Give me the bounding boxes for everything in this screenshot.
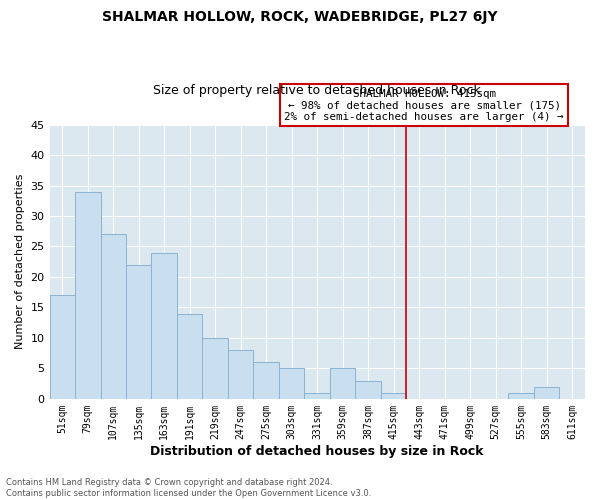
Text: SHALMAR HOLLOW: 415sqm
← 98% of detached houses are smaller (175)
2% of semi-det: SHALMAR HOLLOW: 415sqm ← 98% of detached…: [284, 88, 564, 122]
Bar: [75, 192, 101, 399]
Text: Contains HM Land Registry data © Crown copyright and database right 2024.
Contai: Contains HM Land Registry data © Crown c…: [6, 478, 371, 498]
Bar: [355, 380, 381, 399]
Text: SHALMAR HOLLOW, ROCK, WADEBRIDGE, PL27 6JY: SHALMAR HOLLOW, ROCK, WADEBRIDGE, PL27 6…: [102, 10, 498, 24]
Bar: [330, 368, 355, 399]
Bar: [126, 264, 151, 399]
Title: Size of property relative to detached houses in Rock: Size of property relative to detached ho…: [153, 84, 481, 97]
Bar: [50, 295, 75, 399]
Bar: [304, 392, 330, 399]
Bar: [508, 392, 534, 399]
Bar: [534, 386, 559, 399]
Bar: [151, 252, 177, 399]
Bar: [279, 368, 304, 399]
Bar: [177, 314, 202, 399]
Y-axis label: Number of detached properties: Number of detached properties: [15, 174, 25, 350]
X-axis label: Distribution of detached houses by size in Rock: Distribution of detached houses by size …: [151, 444, 484, 458]
Bar: [101, 234, 126, 399]
Bar: [253, 362, 279, 399]
Bar: [228, 350, 253, 399]
Bar: [202, 338, 228, 399]
Bar: [381, 392, 406, 399]
